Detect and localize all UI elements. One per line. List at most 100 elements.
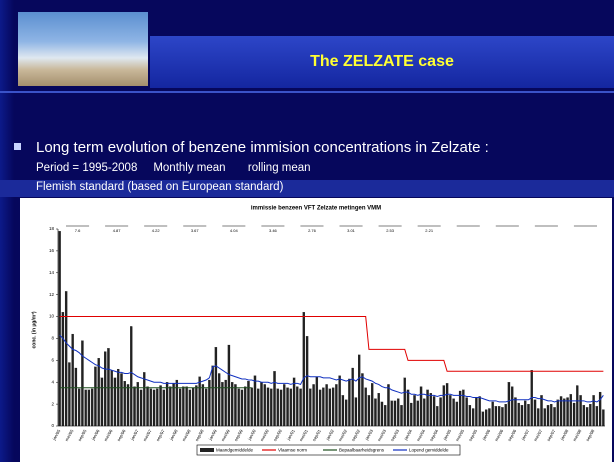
x-tick-label: jan/06 bbox=[481, 428, 492, 442]
bar bbox=[517, 402, 520, 427]
bar bbox=[247, 381, 250, 427]
x-tick-label: sep/08 bbox=[585, 428, 596, 442]
sub-line: Period = 1995-2008 Monthly mean rolling … bbox=[36, 162, 311, 174]
bar bbox=[208, 379, 211, 427]
bar bbox=[175, 379, 179, 427]
bar bbox=[475, 397, 478, 427]
y-tick-label: 12 bbox=[49, 292, 55, 297]
bar bbox=[107, 348, 110, 427]
bar bbox=[553, 407, 556, 427]
bar bbox=[335, 384, 338, 427]
bar bbox=[390, 400, 393, 427]
x-tick-label: jan/96 bbox=[90, 428, 101, 442]
bar bbox=[185, 386, 188, 427]
legend-label: Bepaalbaarheidsgrens bbox=[339, 448, 385, 453]
bar bbox=[436, 406, 439, 427]
bar bbox=[94, 366, 97, 427]
bar bbox=[484, 409, 488, 427]
y-tick-label: 10 bbox=[49, 314, 55, 319]
bar bbox=[367, 395, 371, 427]
bar bbox=[419, 386, 423, 427]
bar bbox=[572, 402, 576, 427]
legend-swatch bbox=[200, 448, 214, 452]
y-tick-label: 0 bbox=[51, 423, 54, 428]
bar bbox=[74, 367, 78, 427]
bar bbox=[204, 388, 208, 427]
bar bbox=[462, 389, 465, 427]
bar bbox=[416, 400, 419, 427]
x-tick-label: jan/07 bbox=[520, 428, 531, 442]
divider bbox=[0, 91, 614, 93]
x-tick-label: mei/01 bbox=[298, 428, 309, 442]
bar bbox=[491, 401, 494, 427]
y-tick-label: 8 bbox=[51, 336, 54, 341]
bar bbox=[406, 389, 410, 427]
bar bbox=[602, 409, 605, 427]
bar bbox=[257, 388, 260, 427]
y-tick-label: 14 bbox=[49, 270, 55, 275]
slide-title: The ZELZATE case bbox=[310, 53, 454, 70]
bar bbox=[276, 388, 279, 427]
bar bbox=[595, 406, 599, 427]
bar bbox=[58, 231, 61, 427]
bar bbox=[426, 389, 429, 427]
bar bbox=[413, 395, 416, 427]
legend-box bbox=[196, 444, 461, 456]
bar bbox=[97, 358, 100, 427]
bar bbox=[325, 384, 328, 427]
x-tick-label: mei/96 bbox=[103, 428, 114, 442]
bar bbox=[104, 351, 107, 427]
bar bbox=[511, 386, 514, 427]
bar bbox=[455, 401, 459, 427]
bar bbox=[263, 384, 266, 427]
bar bbox=[250, 387, 253, 427]
bar bbox=[130, 326, 133, 427]
bar bbox=[273, 371, 276, 427]
bar bbox=[165, 382, 169, 427]
bar bbox=[322, 387, 325, 427]
bar bbox=[133, 386, 136, 427]
bar bbox=[302, 312, 305, 427]
bar bbox=[331, 387, 335, 427]
bar bbox=[221, 382, 224, 427]
bar bbox=[136, 382, 139, 427]
bar bbox=[582, 405, 586, 427]
bar bbox=[400, 405, 403, 427]
bar bbox=[452, 398, 455, 427]
bar bbox=[598, 391, 602, 427]
annual-mean-label: 2.53 bbox=[386, 228, 395, 233]
bar bbox=[71, 333, 74, 427]
bar bbox=[589, 404, 592, 427]
x-tick-label: sep/96 bbox=[116, 428, 127, 442]
bar bbox=[527, 404, 530, 427]
bar bbox=[146, 386, 149, 427]
bar bbox=[169, 386, 172, 427]
bar bbox=[156, 388, 159, 427]
x-tick-label: mei/95 bbox=[64, 428, 75, 442]
bar bbox=[211, 365, 214, 427]
bar bbox=[371, 383, 374, 427]
bar bbox=[312, 384, 315, 427]
bar bbox=[465, 397, 468, 427]
x-tick-label: jan/00 bbox=[246, 428, 257, 442]
bar bbox=[289, 388, 292, 427]
bar bbox=[77, 388, 81, 427]
bar bbox=[423, 398, 426, 427]
bar bbox=[149, 388, 152, 427]
chart-title: immissie benzeen VFT Zelzate metingen VM… bbox=[251, 206, 381, 212]
bar bbox=[283, 384, 286, 427]
bar bbox=[162, 389, 165, 427]
x-tick-label: sep/07 bbox=[546, 428, 557, 442]
x-tick-label: mei/03 bbox=[376, 428, 387, 442]
x-tick-label: sep/02 bbox=[350, 428, 361, 442]
x-tick-label: jan/01 bbox=[285, 428, 296, 442]
bar bbox=[344, 399, 348, 427]
x-tick-label: jan/03 bbox=[363, 428, 374, 442]
bar bbox=[214, 347, 218, 427]
bar bbox=[100, 377, 104, 427]
x-tick-label: sep/06 bbox=[507, 428, 518, 442]
bar bbox=[231, 382, 234, 427]
x-tick-label: mei/07 bbox=[533, 428, 544, 442]
bar bbox=[113, 377, 117, 427]
